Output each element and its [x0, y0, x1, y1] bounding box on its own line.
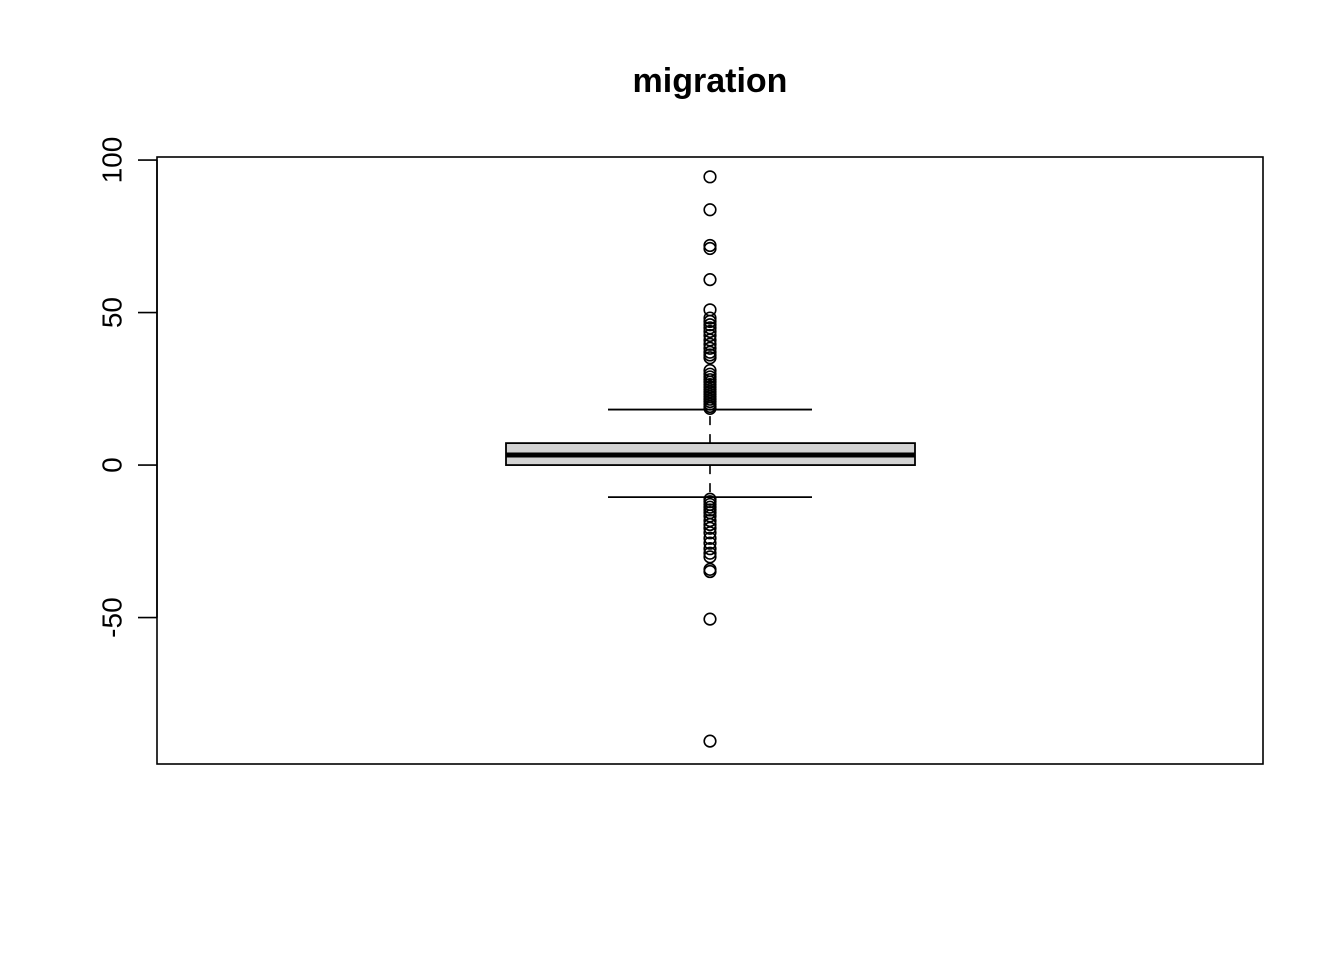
outlier-point	[703, 536, 717, 550]
outlier-point	[703, 521, 717, 535]
outlier-point	[703, 324, 717, 339]
y-tick-label: -50	[97, 597, 128, 637]
chart-title: migration	[633, 62, 788, 100]
outlier-point	[703, 341, 717, 355]
outlier-point	[703, 203, 717, 217]
outlier-point	[703, 531, 717, 545]
y-tick-label: 50	[97, 297, 128, 328]
outlier-point	[703, 401, 717, 415]
outlier-point	[703, 328, 717, 343]
box-plot	[505, 408, 916, 499]
outlier-point	[703, 542, 717, 556]
outlier-point	[703, 526, 717, 540]
outlier-point	[703, 170, 717, 184]
outlier-point	[703, 241, 717, 256]
y-tick-label: 0	[97, 457, 128, 473]
outlier-point	[703, 612, 717, 626]
outlier-point	[703, 314, 717, 329]
outlier-point	[703, 734, 717, 748]
outlier-point	[703, 311, 717, 325]
y-axis: -50 0 50 100	[97, 137, 158, 638]
y-tick-label: 100	[97, 137, 128, 184]
outlier-point	[703, 337, 717, 351]
outlier-point	[703, 517, 717, 532]
outlier-point	[703, 351, 717, 365]
outlier-point	[703, 564, 717, 579]
outlier-points	[703, 170, 717, 748]
outlier-point	[703, 550, 717, 564]
outlier-point	[703, 546, 717, 560]
outlier-point	[703, 273, 717, 287]
